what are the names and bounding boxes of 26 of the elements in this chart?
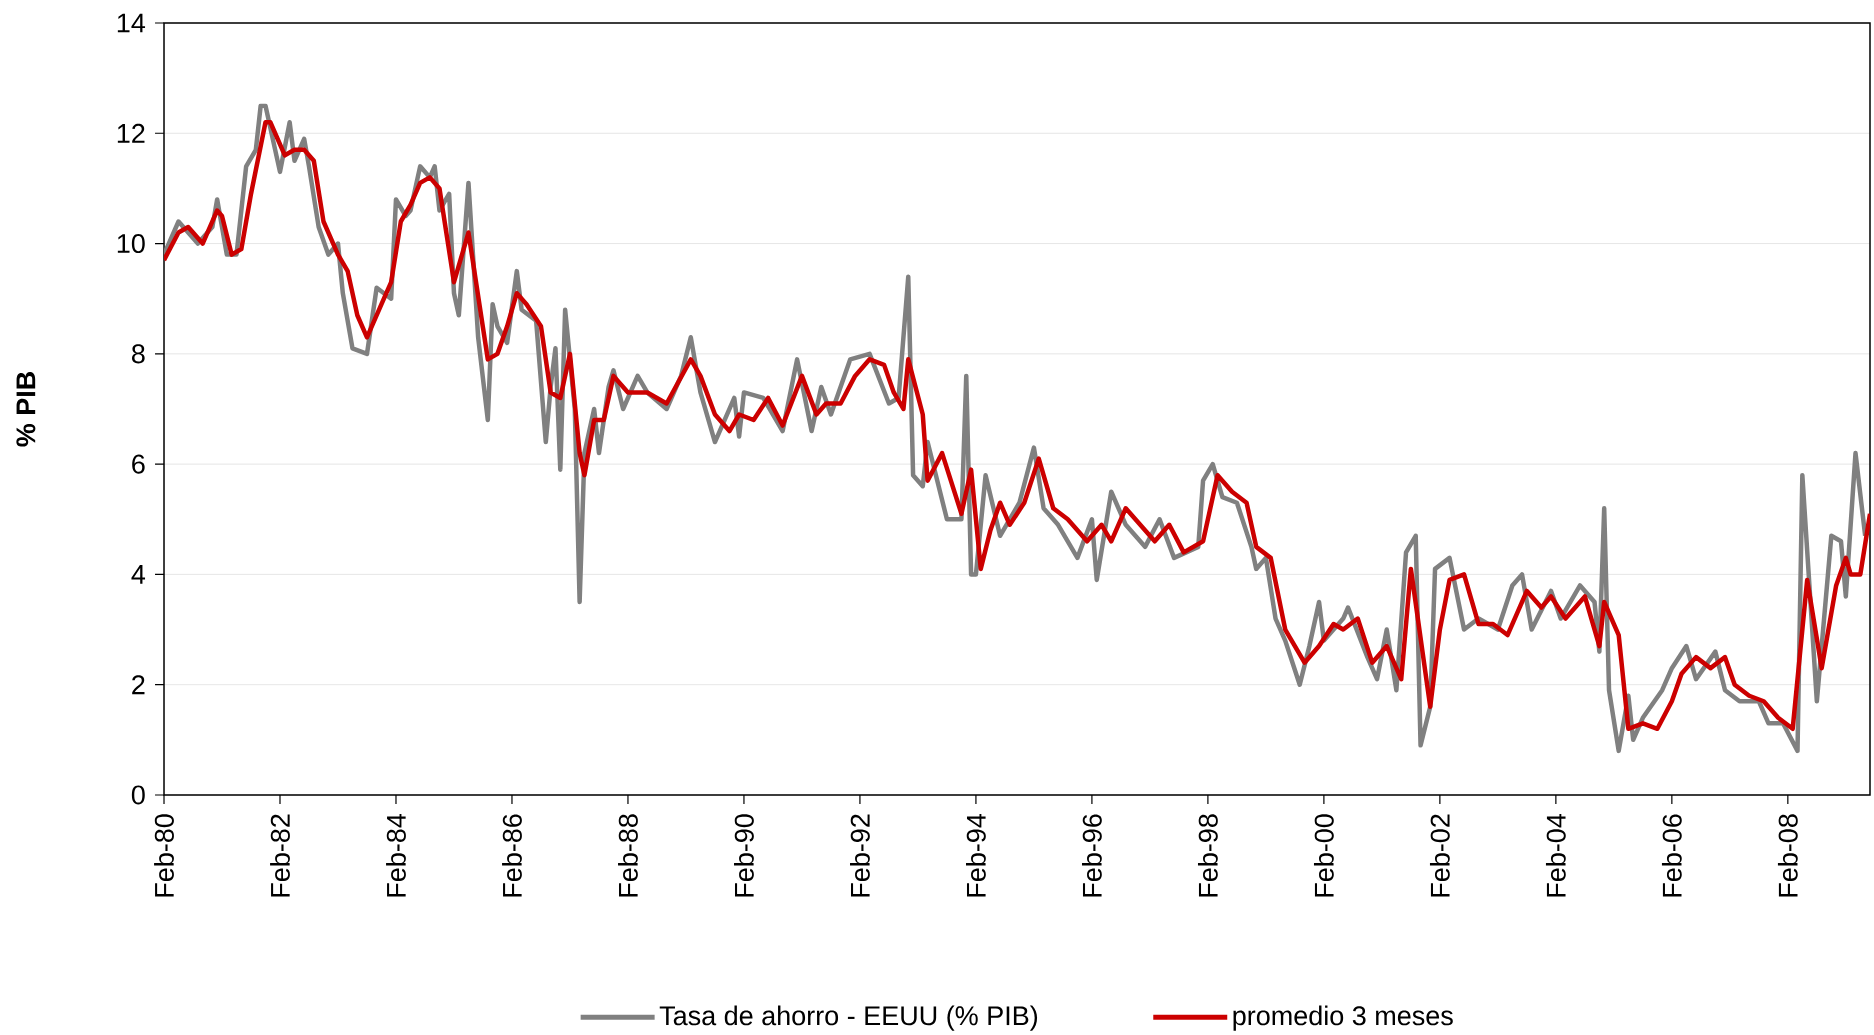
y-tick-label: 8 <box>131 344 145 364</box>
y-tick-label: 2 <box>132 675 145 695</box>
x-tick-label: Feb-06 <box>1661 814 1682 897</box>
y-axis-title: % PIB <box>16 371 36 447</box>
x-tick-label: Feb-00 <box>1313 814 1334 897</box>
x-tick-label: Feb-80 <box>154 814 174 897</box>
y-tick-label: 14 <box>117 13 146 33</box>
x-tick-label: Feb-84 <box>386 813 406 897</box>
y-tick-label: 10 <box>117 234 145 254</box>
y-tick-label: 6 <box>132 454 145 474</box>
x-tick-label: Feb-04 <box>1545 813 1566 897</box>
x-tick-label: Feb-88 <box>618 814 638 897</box>
legend-label: promedio 3 meses <box>1233 1005 1453 1031</box>
x-tick-label: Feb-94 <box>966 813 986 897</box>
x-tick-label: Feb-02 <box>1429 814 1450 897</box>
y-tick-label: 4 <box>131 565 146 584</box>
x-tick-label: Feb-08 <box>1777 814 1798 897</box>
y-tick-label: 12 <box>117 123 145 143</box>
x-tick-label: Feb-98 <box>1197 814 1218 897</box>
y-tick-label: 0 <box>131 785 145 805</box>
x-tick-label: Feb-82 <box>270 814 290 897</box>
legend-label: Tasa de ahorro - EEUU (% PIB) <box>659 1005 1038 1031</box>
x-tick-label: Feb-92 <box>850 814 870 897</box>
x-tick-label: Feb-96 <box>1081 814 1102 897</box>
x-tick-label: Feb-86 <box>502 814 522 897</box>
x-tick-label: Feb-90 <box>734 814 754 897</box>
